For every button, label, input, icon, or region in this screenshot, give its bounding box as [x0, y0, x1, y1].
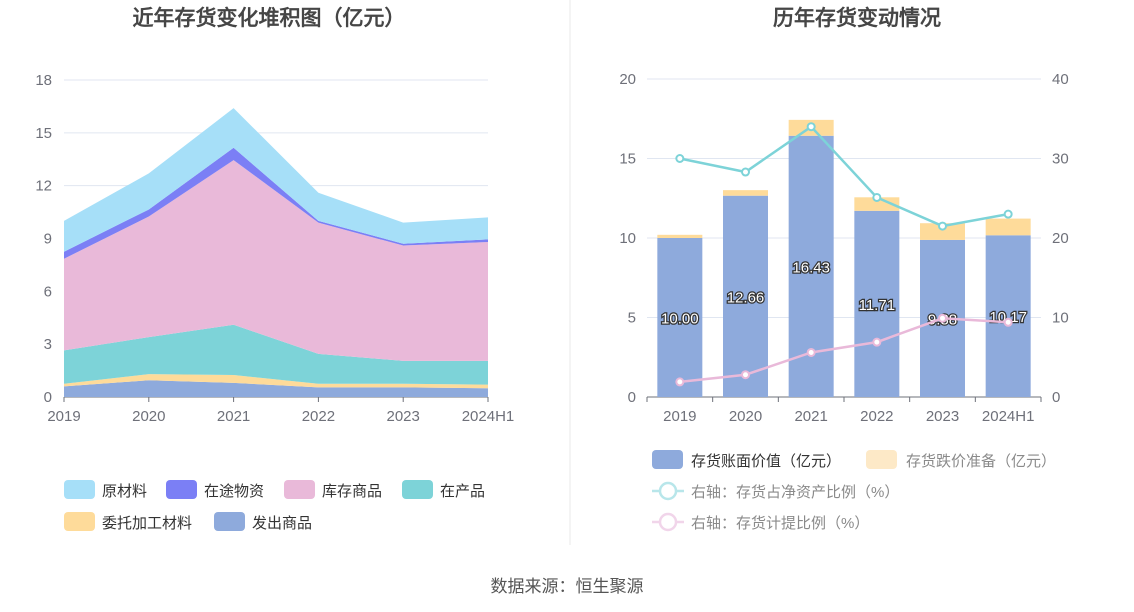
right-x-axis: 2019 2020 2021 2022 2023 2024H1	[646, 397, 1042, 425]
area-发出商品	[64, 380, 488, 397]
bar-book-value	[985, 235, 1031, 397]
point-equity-ratio	[938, 221, 947, 231]
legend-label-在产品: 在产品	[440, 483, 485, 500]
bar-line-chart: 历年存货变动情况 0 5 10 15 20 0 10 20 30 40 10.00 12.66 16…	[619, 6, 1068, 532]
left-y-tick-label: 6	[44, 283, 52, 300]
bar-impairment	[985, 218, 1031, 236]
legend-label-库存商品: 库存商品	[322, 483, 382, 500]
bar-value-label: 16.43	[792, 259, 830, 276]
bar-impairment	[854, 197, 900, 211]
left-y-tick-label: 15	[35, 125, 52, 142]
legend-label-委托加工材料: 委托加工材料	[102, 515, 192, 532]
bar-impairment	[920, 223, 965, 240]
legend-swatch-发出商品	[214, 512, 245, 531]
point-equity-ratio	[675, 154, 685, 163]
bar-value-label: 11.71	[859, 297, 895, 314]
right-y-tick-label: 10	[619, 230, 636, 247]
area-原材料	[64, 108, 488, 252]
point-impairment-ratio	[806, 347, 816, 357]
left-x-tick-label: 2023	[387, 408, 420, 425]
point-equity-ratio	[872, 192, 882, 202]
right-chart-title: 历年存货变动情况	[773, 6, 941, 30]
stacked-area-chart: 近年存货变化堆积图（亿元） 0 3 6 9 12 15 18 2019 2020 2021 202…	[35, 6, 514, 532]
left-y-tick-label: 18	[35, 72, 52, 89]
legend-swatch-原材料	[64, 480, 95, 499]
area-委托加工材料	[64, 374, 488, 389]
bar-book-value	[657, 238, 703, 397]
bar-impairment	[657, 234, 703, 238]
point-impairment-ratio	[938, 313, 947, 323]
left-x-tick-label: 2022	[302, 408, 335, 425]
legend-label-impairment: 存货跌价准备（亿元）	[906, 453, 1056, 470]
legend-swatch-在产品	[402, 480, 433, 499]
bar-book-value	[723, 195, 768, 397]
right-x-tick-label: 2024H1	[982, 408, 1035, 425]
point-equity-ratio	[806, 122, 816, 132]
point-equity-ratio	[741, 167, 750, 177]
left-x-tick-label: 2024H1	[462, 408, 515, 425]
right-y2-axis-ticks: 0 10 20 30 40	[1052, 71, 1069, 406]
legend-swatch-impairment	[866, 450, 897, 469]
right-x-tick-label: 2022	[860, 408, 893, 425]
left-x-tick-label: 2021	[217, 408, 250, 425]
left-area-series	[64, 108, 488, 397]
legend-marker-swatch	[658, 512, 678, 532]
right-y-tick-label: 5	[628, 310, 636, 327]
left-y-tick-label: 3	[44, 336, 52, 353]
right-y-axis-ticks: 0 5 10 15 20	[619, 71, 636, 406]
point-equity-ratio	[1003, 209, 1013, 219]
legend-swatch-库存商品	[284, 480, 315, 499]
right-x-tick-label: 2021	[794, 408, 827, 425]
area-库存商品	[64, 160, 488, 361]
point-impairment-ratio	[1003, 317, 1013, 327]
left-y-axis-ticks: 0 3 6 9 12 15 18	[35, 72, 52, 406]
left-y-tick-label: 9	[44, 231, 52, 248]
left-x-tick-label: 2019	[47, 408, 80, 425]
right-y-tick-label: 20	[619, 71, 636, 88]
point-impairment-ratio	[872, 337, 882, 347]
right-y2-tick-label: 30	[1052, 151, 1069, 168]
left-chart-title: 近年存货变化堆积图（亿元）	[133, 6, 406, 30]
line-equity-ratio	[679, 125, 1009, 228]
right-y2-tick-label: 10	[1052, 310, 1069, 327]
bar-value-label: 10.00	[661, 311, 699, 328]
point-impairment-ratio	[741, 370, 750, 380]
right-grid	[647, 78, 1041, 398]
bar-value-label: 12.66	[727, 289, 765, 306]
area-在产品	[64, 324, 488, 385]
right-y2-tick-label: 0	[1052, 389, 1060, 406]
legend-label-在途物资: 在途物资	[204, 483, 264, 500]
legend-swatch-book-value	[652, 450, 683, 469]
legend-swatch-在途物资	[166, 480, 197, 499]
line-impairment-ratio	[679, 317, 1009, 384]
data-source: 数据来源：恒生聚源	[491, 577, 644, 596]
legend-marker-swatch	[658, 481, 678, 501]
legend-label-book-value: 存货账面价值（亿元）	[691, 453, 841, 470]
right-legend[interactable]: 存货账面价值（亿元） 存货跌价准备（亿元） 右轴：存货占净资产比例（%） 右轴：存货计…	[652, 450, 1056, 532]
bar-impairment	[723, 190, 768, 196]
bar-book-value	[854, 210, 900, 397]
legend-label-equity-ratio: 右轴：存货占净资产比例（%）	[691, 484, 899, 501]
left-x-axis: 2019 2020 2021 2022 2023 2024H1	[47, 397, 514, 425]
legend-swatch-委托加工材料	[64, 512, 95, 531]
right-x-tick-label: 2023	[926, 408, 959, 425]
right-y2-tick-label: 40	[1052, 71, 1069, 88]
legend-label-原材料: 原材料	[102, 483, 147, 500]
right-line-series	[675, 122, 1013, 387]
point-impairment-ratio	[675, 377, 685, 387]
left-x-tick-label: 2020	[132, 408, 165, 425]
left-y-tick-label: 12	[35, 178, 52, 195]
left-y-tick-label: 0	[44, 389, 52, 406]
right-y-tick-label: 15	[619, 151, 636, 168]
right-x-tick-label: 2019	[663, 408, 696, 425]
legend-label-impairment-ratio: 右轴：存货计提比例（%）	[691, 515, 869, 532]
right-y-tick-label: 0	[628, 389, 636, 406]
legend-label-发出商品: 发出商品	[252, 515, 312, 532]
right-y2-tick-label: 20	[1052, 230, 1069, 247]
right-x-tick-label: 2020	[729, 408, 762, 425]
